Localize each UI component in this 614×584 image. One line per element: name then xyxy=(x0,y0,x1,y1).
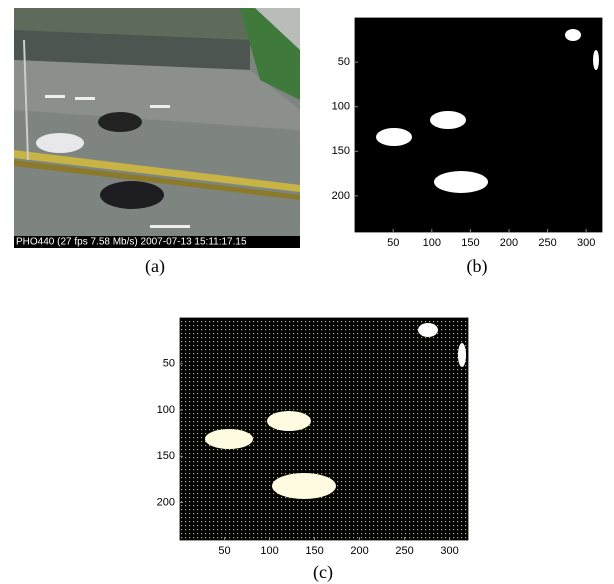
overlay-text: PHO440 (27 fps 7.58 Mb/s) 2007-07-13 15:… xyxy=(16,237,247,248)
x-tick-label: 100 xyxy=(423,237,441,249)
x-tick-label: 300 xyxy=(440,545,458,557)
y-tick-label: 200 xyxy=(332,190,350,202)
x-tick-label: 300 xyxy=(577,237,595,249)
x-tick-label: 150 xyxy=(461,237,479,249)
flow-image xyxy=(180,318,468,540)
y-tick-label: 150 xyxy=(157,450,175,462)
photo: PHO440 (27 fps 7.58 Mb/s) 2007-07-13 15:… xyxy=(14,8,300,248)
x-tick-label: 250 xyxy=(538,237,556,249)
figure: PHO440 (27 fps 7.58 Mb/s) 2007-07-13 15:… xyxy=(0,0,614,584)
caption: (c) xyxy=(313,562,333,583)
x-tick-label: 250 xyxy=(395,545,413,557)
y-tick-label: 150 xyxy=(332,145,350,157)
y-tick-label: 100 xyxy=(157,404,175,416)
x-tick-label: 150 xyxy=(305,545,323,557)
caption: (a) xyxy=(145,256,165,277)
y-tick-label: 50 xyxy=(163,358,175,370)
x-tick-label: 200 xyxy=(350,545,368,557)
x-tick-label: 100 xyxy=(260,545,278,557)
y-tick-label: 200 xyxy=(157,496,175,508)
y-tick-label: 50 xyxy=(338,56,350,68)
x-tick-label: 200 xyxy=(500,237,518,249)
x-tick-label: 50 xyxy=(218,545,230,557)
mask-image xyxy=(355,18,602,232)
x-tick-label: 50 xyxy=(387,237,399,249)
caption: (b) xyxy=(467,256,488,277)
y-tick-label: 100 xyxy=(332,101,350,113)
